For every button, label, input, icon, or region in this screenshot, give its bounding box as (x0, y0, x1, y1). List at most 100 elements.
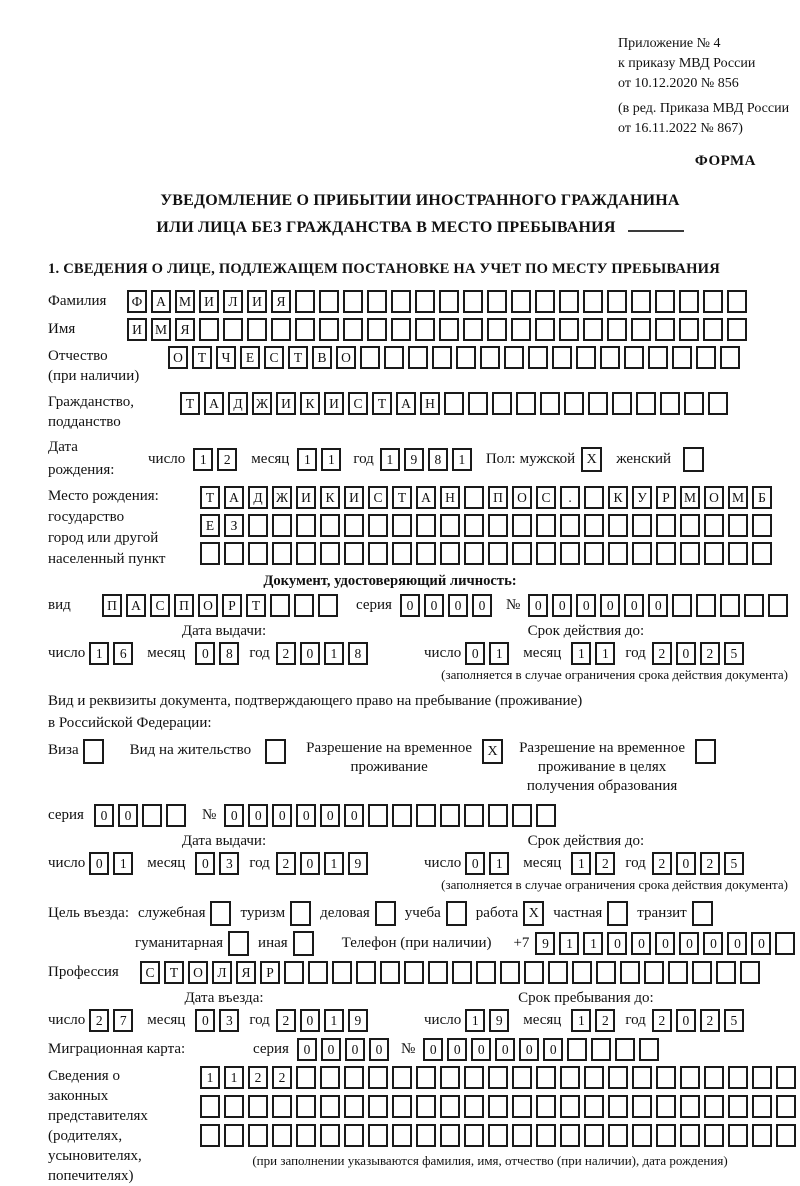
char-cell[interactable] (295, 318, 315, 341)
char-cell[interactable] (536, 1066, 556, 1089)
char-cell[interactable]: 0 (195, 642, 216, 665)
residence-permit-checkbox[interactable] (265, 739, 287, 764)
char-cell[interactable]: 5 (723, 852, 744, 875)
char-cell[interactable]: А (224, 486, 244, 509)
char-cell[interactable]: 1 (489, 852, 510, 875)
char-cell[interactable] (584, 1124, 604, 1147)
char-cell[interactable] (655, 290, 675, 313)
char-cell[interactable]: 2 (272, 1066, 292, 1089)
char-cell[interactable] (615, 1038, 636, 1061)
char-cell[interactable] (284, 961, 304, 984)
char-cell[interactable] (463, 318, 483, 341)
char-cell[interactable]: 0 (344, 1038, 365, 1061)
char-cell[interactable] (583, 318, 603, 341)
char-cell[interactable] (560, 1124, 580, 1147)
char-cell[interactable]: З (224, 514, 244, 537)
char-cell[interactable] (488, 1066, 508, 1089)
char-cell[interactable] (319, 318, 339, 341)
char-cell[interactable]: 9 (347, 1009, 368, 1032)
char-cell[interactable] (624, 346, 644, 369)
char-cell[interactable] (404, 961, 424, 984)
char-cell[interactable] (408, 346, 428, 369)
char-cell[interactable] (552, 346, 572, 369)
char-cell[interactable] (656, 1066, 676, 1089)
char-cell[interactable]: М (151, 318, 171, 341)
char-cell[interactable]: О (198, 594, 218, 617)
char-cell[interactable]: 0 (296, 804, 317, 827)
char-cell[interactable] (752, 1124, 772, 1147)
char-cell[interactable]: 9 (403, 447, 424, 471)
char-cell[interactable]: О (336, 346, 356, 369)
char-cell[interactable]: 2 (651, 642, 672, 665)
char-cell[interactable]: 9 (535, 932, 556, 955)
char-cell[interactable]: И (199, 290, 219, 313)
char-cell[interactable] (464, 542, 484, 565)
char-cell[interactable]: 0 (447, 594, 468, 617)
char-cell[interactable]: 0 (89, 852, 110, 875)
char-cell[interactable] (415, 318, 435, 341)
char-cell[interactable] (464, 514, 484, 537)
char-cell[interactable] (632, 542, 652, 565)
char-cell[interactable] (344, 1066, 364, 1089)
char-cell[interactable]: Т (164, 961, 184, 984)
char-cell[interactable]: М (680, 486, 700, 509)
char-cell[interactable]: 3 (219, 1009, 240, 1032)
char-cell[interactable] (500, 961, 520, 984)
char-cell[interactable] (776, 1066, 796, 1089)
char-cell[interactable]: 1 (571, 852, 592, 875)
char-cell[interactable] (588, 392, 608, 415)
char-cell[interactable] (444, 392, 464, 415)
char-cell[interactable] (247, 318, 267, 341)
title-blank-line[interactable] (627, 214, 684, 232)
char-cell[interactable] (512, 514, 532, 537)
char-cell[interactable]: А (204, 392, 224, 415)
char-cell[interactable] (583, 290, 603, 313)
char-cell[interactable] (318, 594, 338, 617)
char-cell[interactable]: С (140, 961, 160, 984)
char-cell[interactable] (141, 804, 162, 827)
char-cell[interactable] (608, 542, 628, 565)
char-cell[interactable] (199, 318, 219, 341)
char-cell[interactable] (440, 514, 460, 537)
char-cell[interactable]: И (344, 486, 364, 509)
char-cell[interactable] (584, 1095, 604, 1118)
char-cell[interactable]: 0 (727, 932, 748, 955)
checklist-checkbox-0[interactable] (228, 931, 250, 956)
char-cell[interactable]: 0 (248, 804, 269, 827)
char-cell[interactable] (608, 1124, 628, 1147)
char-cell[interactable]: 1 (559, 932, 580, 955)
char-cell[interactable]: О (168, 346, 188, 369)
char-cell[interactable] (392, 1095, 412, 1118)
char-cell[interactable]: . (560, 486, 580, 509)
char-cell[interactable] (480, 346, 500, 369)
char-cell[interactable] (344, 1095, 364, 1118)
char-cell[interactable] (391, 318, 411, 341)
char-cell[interactable] (548, 961, 568, 984)
char-cell[interactable]: А (396, 392, 416, 415)
char-cell[interactable] (487, 290, 507, 313)
char-cell[interactable] (560, 514, 580, 537)
char-cell[interactable] (660, 392, 680, 415)
char-cell[interactable] (200, 542, 220, 565)
char-cell[interactable]: 0 (679, 932, 700, 955)
char-cell[interactable]: 0 (471, 1038, 492, 1061)
char-cell[interactable] (440, 1095, 460, 1118)
char-cell[interactable]: Л (223, 290, 243, 313)
char-cell[interactable] (200, 1095, 220, 1118)
char-cell[interactable]: К (608, 486, 628, 509)
char-cell[interactable] (608, 1095, 628, 1118)
char-cell[interactable]: 5 (723, 642, 744, 665)
char-cell[interactable] (356, 961, 376, 984)
char-cell[interactable]: Т (180, 392, 200, 415)
char-cell[interactable] (656, 1095, 676, 1118)
char-cell[interactable] (367, 318, 387, 341)
char-cell[interactable] (584, 486, 604, 509)
char-cell[interactable] (776, 1124, 796, 1147)
char-cell[interactable]: Е (240, 346, 260, 369)
char-cell[interactable] (636, 392, 656, 415)
char-cell[interactable] (728, 1124, 748, 1147)
char-cell[interactable] (512, 542, 532, 565)
char-cell[interactable]: 5 (723, 1009, 744, 1032)
char-cell[interactable]: 0 (675, 852, 696, 875)
char-cell[interactable] (308, 961, 328, 984)
